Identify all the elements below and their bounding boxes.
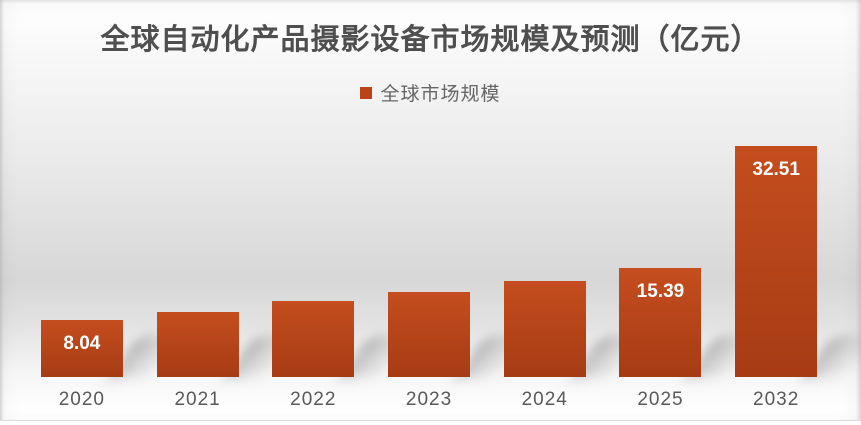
page-edge-top-shadow [0,0,861,4]
bar-2023 [388,292,471,377]
page-edge-bottom-line [0,420,861,425]
bar-value-label-2032: 32.51 [752,159,800,180]
bar-2025: 15.39 [619,268,702,377]
bar-column-2024 [487,140,661,379]
x-axis-label-2024: 2024 [521,389,568,410]
plot-area: 8.04 15.39 32.51 [24,140,861,379]
page-edge-left-shadow [0,0,4,425]
bar-column-2023 [371,140,545,379]
bar-2021 [156,312,239,377]
legend: 全球市场规模 [0,79,861,106]
x-axis-label-2020: 2020 [58,389,105,410]
bar-value-label-2025: 15.39 [636,281,685,302]
bar-column-2022 [255,140,429,379]
bar-2022 [272,301,355,377]
bar-2024 [503,281,586,377]
bar-column-2020: 8.04 [24,140,198,379]
legend-series-label: 全球市场规模 [380,84,501,105]
bar-column-2025: 15.39 [603,140,776,379]
x-axis-label-2025: 2025 [637,389,684,410]
bar-column-2021 [140,140,313,379]
chart-title: 全球自动化产品摄影设备市场规模及预测（亿元） [100,24,761,56]
bar-2020: 8.04 [40,320,123,377]
bar-column-2032: 32.51 [718,140,861,379]
x-axis-label-2032: 2032 [753,389,800,410]
page-edge-right-shadow [856,0,861,425]
bar-value-label-2020: 8.04 [63,333,101,354]
legend-color-swatch [360,86,373,99]
x-axis: 2020 2021 2022 2023 2024 2025 2032 [24,389,834,411]
bar-2032: 32.51 [735,146,818,377]
x-axis-label-2023: 2023 [405,389,453,410]
x-axis-label-2021: 2021 [174,389,221,410]
x-axis-label-2022: 2022 [290,389,337,410]
